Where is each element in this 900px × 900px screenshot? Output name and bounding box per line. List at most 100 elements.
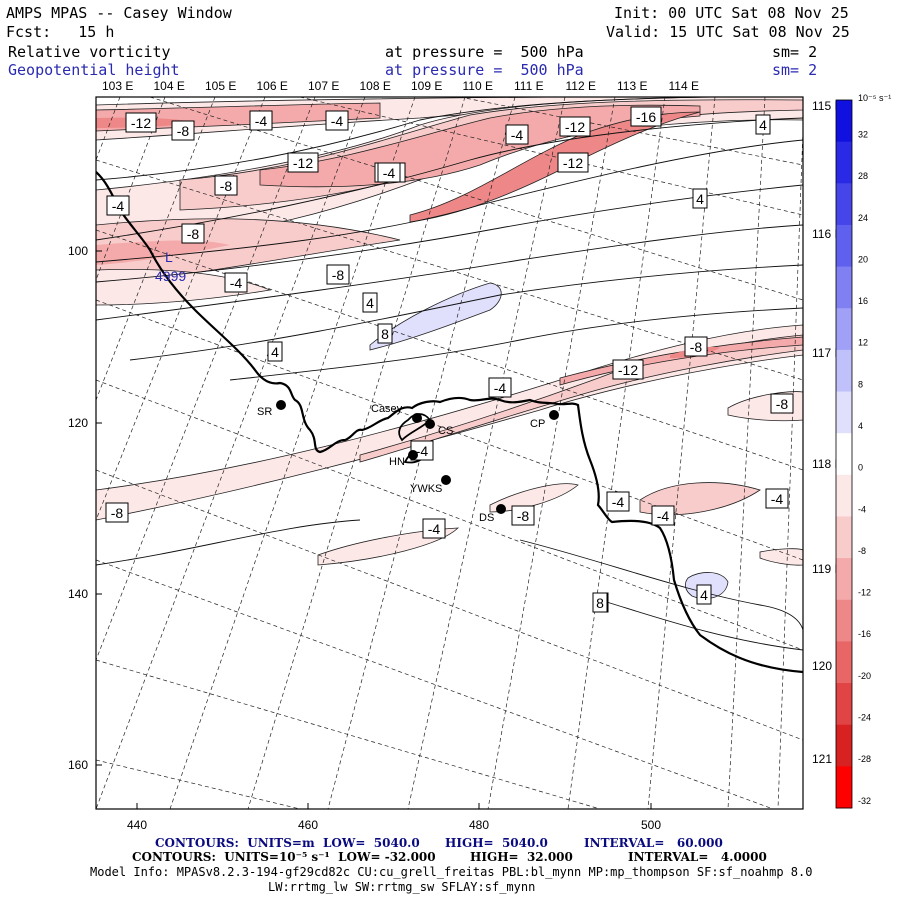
model-info: Model Info: MPASv8.2.3-194-gf29cd82c CU:… — [90, 865, 813, 879]
svg-text:-8: -8 — [690, 339, 703, 355]
svg-text:-12: -12 — [293, 155, 313, 171]
contour-label: 4 — [362, 292, 378, 313]
svg-text:-4: -4 — [383, 165, 396, 181]
height-contour-info-right: INTERVAL= 60.000 — [584, 836, 723, 850]
contour-label: -12 — [125, 112, 157, 133]
colorbar-units: 10⁻⁵ s⁻¹ — [858, 93, 891, 103]
lon-label-top: 108 E — [360, 79, 391, 93]
station-label: DS — [479, 512, 494, 524]
colorbar-label: 12 — [858, 338, 868, 348]
colorbar-label: -8 — [858, 546, 866, 556]
colorbar-swatch — [836, 599, 852, 642]
svg-text:4: 4 — [700, 587, 708, 603]
svg-text:-8: -8 — [332, 267, 345, 283]
lon-label-right: 116 E — [812, 227, 842, 241]
svg-text:4: 4 — [759, 117, 767, 133]
colorbar-swatch — [836, 766, 852, 809]
svg-text:-12: -12 — [618, 362, 638, 378]
lon-label-top: 113 E — [617, 79, 647, 93]
colorbar-label: -28 — [858, 754, 871, 764]
svg-text:-4: -4 — [771, 491, 784, 507]
low-marker: L — [165, 249, 173, 265]
valid-time: Valid: 15 UTC Sat 08 Nov 25 — [606, 23, 850, 41]
y-axis-tick: 160 — [68, 758, 88, 772]
contour-label: -4 — [765, 488, 789, 509]
contour-label: -4 — [488, 377, 512, 398]
forecast-hour: Fcst: 15 h — [6, 23, 115, 41]
station-marker — [276, 400, 286, 410]
colorbar: 32 28 24 20 16 12 8 4 0 -4 -8 -12 -16 -20 -24 -28 -32 — [835, 99, 871, 809]
colorbar-swatch — [836, 474, 852, 517]
colorbar-swatch — [836, 641, 852, 684]
height-contour-label: 4999 — [155, 268, 186, 284]
station-marker — [496, 504, 506, 514]
svg-text:-4: -4 — [494, 380, 507, 396]
contour-label: -8 — [105, 502, 129, 523]
field2-name: Geopotential height — [8, 61, 180, 79]
colorbar-swatch — [836, 308, 852, 351]
colorbar-label: -24 — [858, 713, 871, 723]
contour-label: 4 — [755, 114, 771, 135]
station-marker — [412, 413, 422, 423]
station-label: HN — [389, 456, 405, 468]
svg-text:-12: -12 — [565, 119, 585, 135]
lon-label-top: 114 E — [669, 79, 699, 93]
station-casey: Casey — [371, 403, 422, 423]
colorbar-swatch — [836, 724, 852, 767]
lon-label-top: 109 E — [411, 79, 442, 93]
lon-label-right: 121 E — [812, 752, 843, 766]
field2-smoothing: sm= 2 — [772, 61, 818, 79]
contour-label: -12 — [557, 152, 589, 173]
x-axis-tick: 460 — [298, 818, 318, 832]
svg-text:-4: -4 — [511, 127, 524, 143]
y-axis-tick: 140 — [68, 587, 88, 601]
y-axis-tick: 100 — [68, 244, 88, 258]
station-marker — [549, 410, 559, 420]
colorbar-swatch — [836, 349, 852, 393]
svg-text:-4: -4 — [612, 494, 625, 510]
svg-text:4: 4 — [366, 295, 374, 311]
contour-label: -8 — [214, 175, 238, 196]
field2-level: at pressure = 500 hPa — [385, 61, 584, 79]
colorbar-label: 8 — [858, 379, 863, 389]
contour-label: -8 — [326, 264, 350, 285]
contour-label: -4 — [422, 518, 446, 539]
x-axis-tick: 500 — [641, 818, 661, 832]
station-label: Casey — [371, 403, 403, 415]
colorbar-label: 0 — [858, 463, 863, 473]
contour-label: 8 — [592, 592, 608, 613]
contour-label: -8 — [511, 505, 535, 526]
station-label: SR — [257, 406, 272, 418]
svg-text:-12: -12 — [131, 115, 151, 131]
contour-label: -8 — [171, 120, 195, 141]
field1-name: Relative vorticity — [8, 43, 171, 61]
contour-label: -4 — [224, 272, 248, 293]
colorbar-label: 28 — [858, 171, 868, 181]
contour-label: -4 — [249, 110, 273, 131]
colorbar-label: -16 — [858, 629, 871, 639]
svg-text:-4: -4 — [416, 443, 429, 459]
contour-label: -4 — [106, 195, 130, 216]
field1-smoothing: sm= 2 — [772, 43, 818, 61]
colorbar-label: 16 — [858, 296, 868, 306]
svg-text:4: 4 — [271, 344, 279, 360]
vort-contour-info-right: INTERVAL= 4.0000 — [628, 850, 767, 864]
map-frame — [95, 96, 804, 810]
colorbar-swatch — [836, 224, 852, 268]
station-label: YWKS — [410, 483, 442, 495]
colorbar-label: -32 — [858, 796, 871, 806]
plot-title: AMPS MPAS -- Casey Window — [6, 4, 232, 22]
station-label: CS — [438, 425, 453, 437]
colorbar-label: -4 — [858, 504, 866, 514]
lon-label-top: 105 E — [205, 79, 236, 93]
y-axis-tick: 120 — [68, 416, 88, 430]
colorbar-swatch — [836, 266, 852, 309]
station-marker — [408, 450, 418, 460]
svg-text:-8: -8 — [220, 178, 233, 194]
svg-text:-12: -12 — [563, 155, 583, 171]
svg-text:-4: -4 — [112, 198, 125, 214]
lon-label-top: 104 E — [154, 79, 185, 93]
colorbar-label: -12 — [858, 588, 871, 598]
contour-label: -4 — [325, 110, 349, 131]
